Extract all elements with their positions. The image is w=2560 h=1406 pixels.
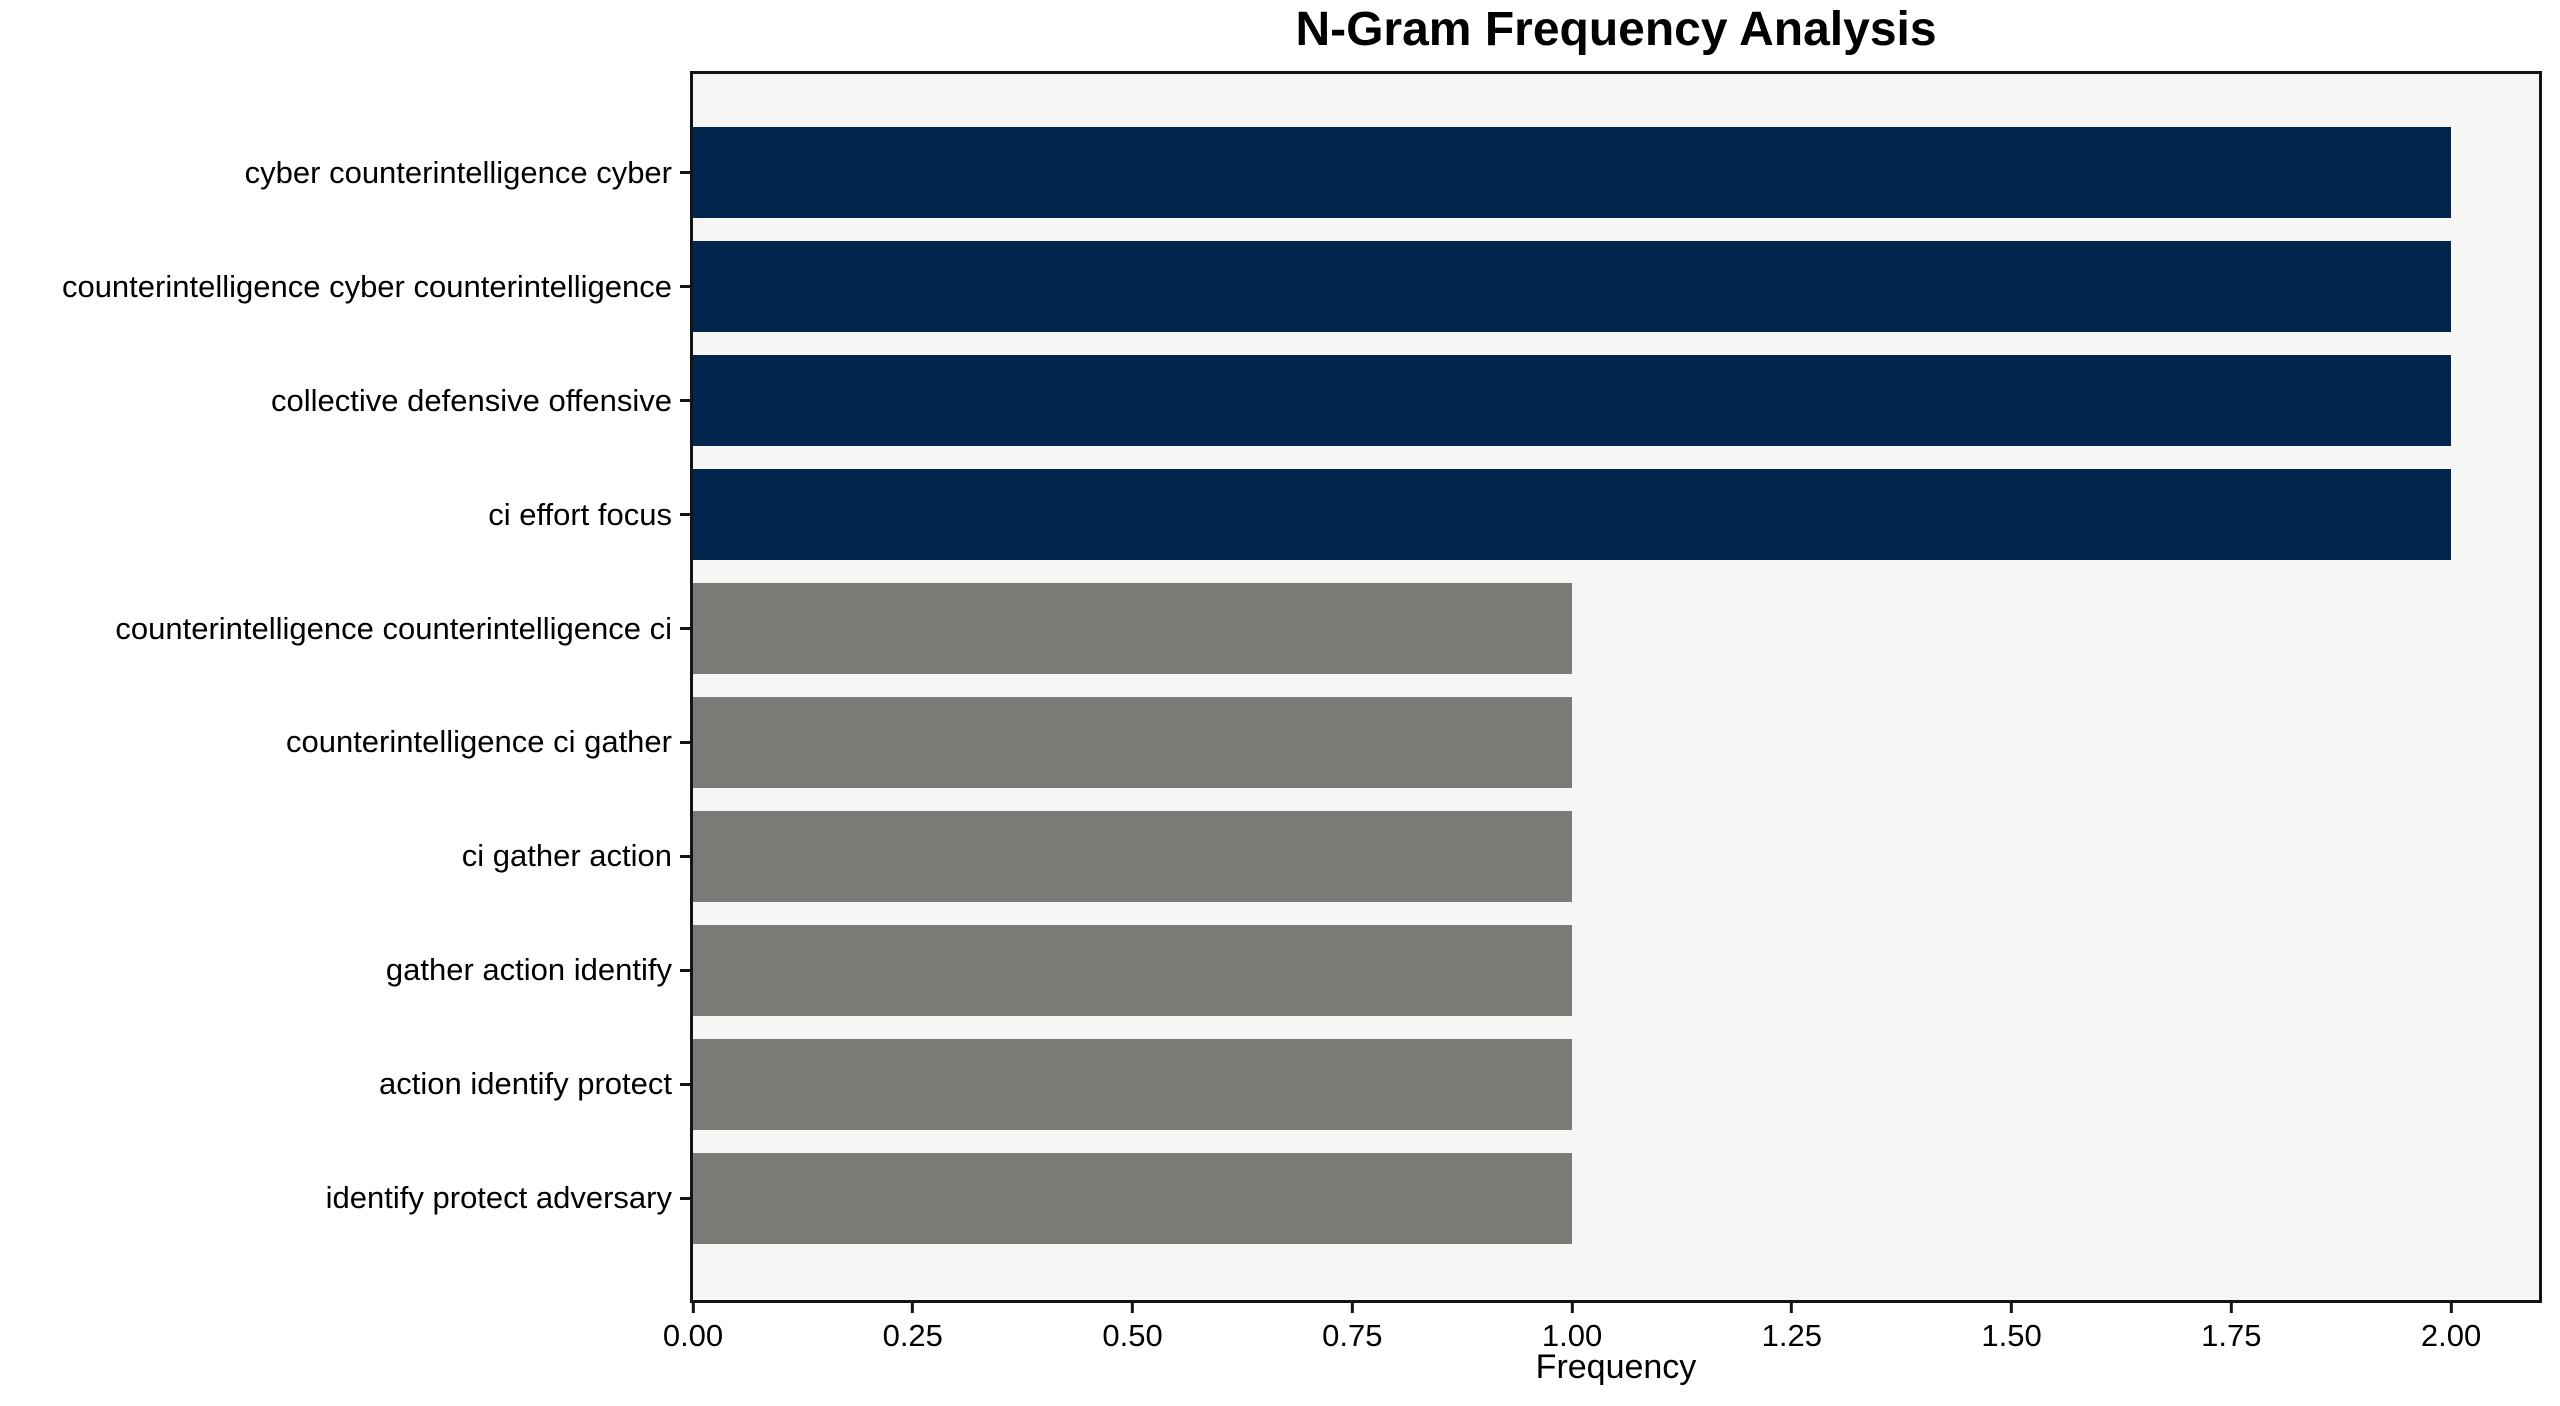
- y-tick-label: counterintelligence ci gather: [285, 724, 672, 760]
- bar: [693, 355, 2452, 447]
- x-tick-label: 0.25: [882, 1318, 943, 1353]
- x-tick: 1.00: [1542, 1303, 1602, 1354]
- y-tick-label: ci effort focus: [488, 496, 672, 532]
- x-tick-mark: [691, 1303, 695, 1313]
- bar: [693, 583, 1573, 675]
- x-tick-mark: [2229, 1303, 2233, 1313]
- x-tick: 2.00: [2421, 1303, 2481, 1354]
- y-tick-label: identify protect adversary: [325, 1180, 672, 1216]
- x-tick-mark: [1350, 1303, 1354, 1313]
- y-tick-mark: [680, 968, 690, 972]
- y-tick-mark: [680, 627, 690, 631]
- x-tick-label: 2.00: [2420, 1318, 2482, 1353]
- y-tick-mark: [680, 1196, 690, 1200]
- y-tick-mark: [680, 399, 690, 403]
- x-tick: 0.25: [883, 1303, 943, 1354]
- x-tick-mark: [1131, 1303, 1135, 1313]
- y-tick-mark: [680, 854, 690, 858]
- x-tick-label: 1.00: [1541, 1318, 1603, 1353]
- y-tick-label: counterintelligence counterintelligence …: [115, 610, 672, 646]
- chart-title: N-Gram Frequency Analysis: [1295, 3, 1937, 56]
- x-tick-mark: [2010, 1303, 2014, 1313]
- x-tick-label: 1.25: [1761, 1318, 1822, 1353]
- y-tick-mark: [680, 1082, 690, 1086]
- bar: [693, 924, 1573, 1016]
- x-tick-label: 0.75: [1322, 1318, 1383, 1353]
- bars-layer: [693, 74, 2539, 1300]
- bar: [693, 696, 1573, 788]
- x-tick: 0.00: [663, 1303, 723, 1354]
- bar: [693, 1152, 1573, 1244]
- x-tick-mark: [1570, 1303, 1574, 1313]
- y-tick-label: action identify protect: [379, 1066, 672, 1102]
- y-tick-label: collective defensive offensive: [271, 382, 672, 418]
- bar: [693, 241, 2452, 333]
- bar: [693, 469, 2452, 561]
- y-tick-label: cyber counterintelligence cyber: [244, 154, 672, 190]
- x-tick: 0.50: [1102, 1303, 1163, 1354]
- y-axis-labels: cyber counterintelligence cyber counteri…: [0, 74, 672, 1300]
- x-axis-title: Frequency: [1535, 1348, 1697, 1386]
- bar: [693, 810, 1573, 902]
- x-tick: 0.75: [1322, 1303, 1382, 1354]
- x-tick: 1.75: [2201, 1303, 2262, 1354]
- x-tick: 1.25: [1762, 1303, 1822, 1354]
- x-tick-label: 0.00: [662, 1318, 724, 1353]
- x-tick-label: 1.50: [1981, 1318, 2042, 1353]
- x-tick-mark: [1790, 1303, 1794, 1313]
- y-tick-mark: [680, 171, 690, 175]
- y-tick-label: ci gather action: [461, 838, 672, 874]
- x-tick: 1.50: [1981, 1303, 2042, 1354]
- plot-area: [690, 71, 2542, 1303]
- bar: [693, 127, 2452, 219]
- x-tick-mark: [2449, 1303, 2453, 1313]
- y-tick-mark: [680, 285, 690, 289]
- x-tick-label: 0.50: [1102, 1318, 1163, 1353]
- x-tick-mark: [911, 1303, 915, 1313]
- y-axis-ticks: [680, 74, 690, 1300]
- y-tick-mark: [680, 513, 690, 517]
- x-tick-label: 1.75: [2201, 1318, 2262, 1353]
- y-tick-mark: [680, 740, 690, 744]
- bar: [693, 1038, 1573, 1130]
- y-tick-label: counterintelligence cyber counterintelli…: [61, 268, 672, 304]
- y-tick-label: gather action identify: [385, 952, 672, 988]
- x-axis-ticks: 0.00 0.25 0.50 0.75 1.00 1.25 1.50 1.75 …: [663, 1303, 2539, 1363]
